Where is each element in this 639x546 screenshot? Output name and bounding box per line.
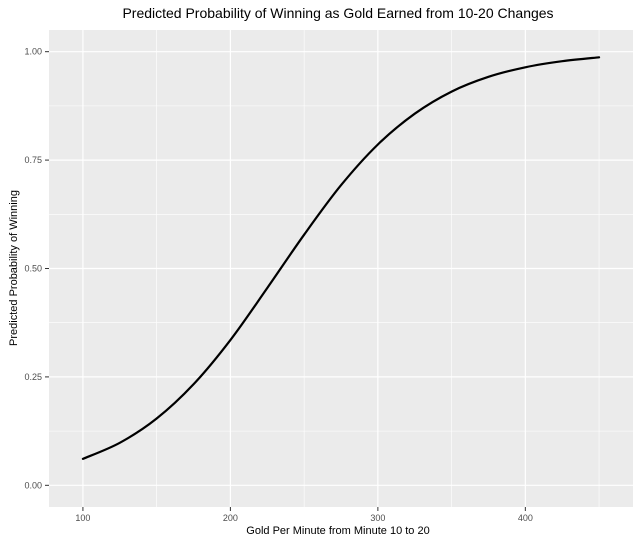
y-axis-title: Predicted Probability of Winning bbox=[8, 190, 20, 346]
y-tick-label: 0.00 bbox=[24, 480, 42, 490]
y-tick-label: 0.75 bbox=[24, 155, 42, 165]
y-tick-label: 1.00 bbox=[24, 47, 42, 57]
x-axis-title: Gold Per Minute from Minute 10 to 20 bbox=[246, 525, 429, 537]
series-line bbox=[81, 56, 601, 460]
x-tick-label: 400 bbox=[518, 513, 533, 523]
y-axis-ticks: 0.00 0.25 0.50 0.75 1.00 bbox=[24, 47, 49, 490]
y-tick-label: 0.25 bbox=[24, 372, 42, 382]
x-tick-label: 200 bbox=[223, 513, 238, 523]
major-grid bbox=[49, 30, 633, 507]
series-layer bbox=[81, 56, 601, 460]
y-tick-label: 0.50 bbox=[24, 264, 42, 274]
x-axis-ticks: 100 200 300 400 bbox=[75, 507, 533, 523]
x-tick-label: 100 bbox=[75, 513, 90, 523]
chart-title: Predicted Probability of Winning as Gold… bbox=[122, 5, 553, 21]
x-tick-label: 300 bbox=[370, 513, 385, 523]
